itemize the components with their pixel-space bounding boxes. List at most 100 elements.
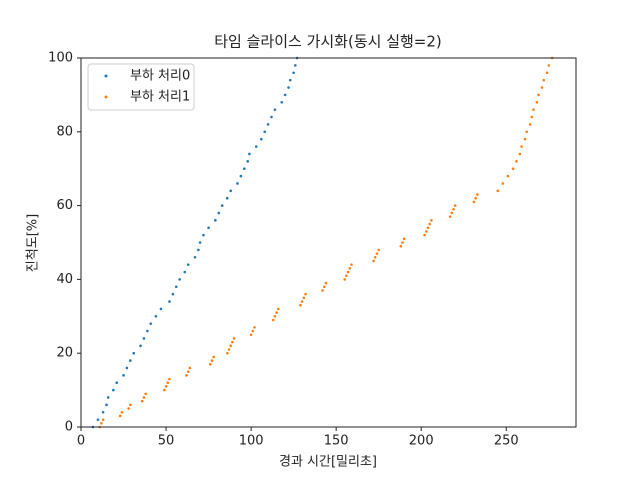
point [127,407,130,410]
point [183,270,187,274]
point [186,263,190,266]
point [101,418,105,421]
legend-label: 부하 처리1 [130,90,190,105]
point [321,289,324,292]
point [146,329,149,333]
point [273,315,277,318]
point [101,410,105,414]
point [292,71,295,75]
legend-box [87,63,195,111]
point [430,219,433,222]
point [300,300,304,303]
point [214,219,217,222]
point [518,152,522,156]
legend-marker [104,74,108,78]
y-tick-label: 0 [65,420,73,435]
point [346,270,350,274]
point [163,388,166,392]
point [225,196,229,200]
point [232,337,236,340]
point [229,189,232,193]
point [118,414,122,418]
point [149,322,153,325]
point [217,211,221,215]
point [260,137,263,141]
point [229,344,232,348]
point [535,100,539,104]
point [193,255,197,259]
point [248,152,251,156]
point [372,259,375,263]
point [210,359,214,362]
point [530,115,534,119]
y-tick-label: 100 [48,51,73,66]
point [496,189,500,193]
point [171,292,175,296]
point [166,381,170,385]
point [428,222,432,226]
point [511,167,515,170]
point [254,145,258,148]
point [542,78,545,82]
point [207,226,210,230]
point [164,385,168,388]
point [227,348,231,351]
point [140,399,144,403]
point [547,64,551,67]
point [142,337,146,340]
point [377,248,380,252]
legend: 부하 처리0 부하 처리1 [87,63,195,111]
point [154,315,158,318]
point [472,200,476,204]
point [348,267,352,270]
point [251,329,255,333]
point [450,211,454,215]
point [231,340,234,344]
point [288,78,292,82]
x-tick-label: 100 [239,434,264,449]
point [246,160,250,163]
y-axis-label: 진척도[%] [26,214,41,272]
point [322,285,326,289]
point [528,123,532,126]
point [115,381,119,385]
point [520,145,523,148]
point [324,281,328,285]
point [178,278,181,281]
point [523,137,527,141]
point [142,396,146,399]
point [112,388,115,392]
point [129,359,132,362]
y-tick-label: 60 [56,198,73,213]
point [287,86,290,89]
point [423,233,426,237]
point [96,418,100,421]
point [476,193,479,196]
point [506,174,510,178]
point [453,204,457,207]
point [132,351,136,355]
point [239,174,243,178]
point [532,108,535,111]
point [373,255,377,259]
y-tick-label: 20 [56,346,73,361]
point [399,244,403,248]
point [197,248,200,252]
point [120,410,124,414]
point [106,396,110,399]
point [283,93,287,97]
chart-title: 타임 슬라이스 가시화(동시 실행=2) [214,33,442,51]
point [100,422,103,425]
x-tick-label: 250 [494,434,519,449]
point [294,64,297,67]
legend-label: 부하 처리0 [130,69,190,84]
point [540,86,544,89]
x-tick-label: 150 [324,434,349,449]
axes-frame [80,57,577,428]
point [122,374,125,377]
point [425,230,428,233]
point [105,403,108,407]
point [139,344,142,348]
point [198,241,202,244]
